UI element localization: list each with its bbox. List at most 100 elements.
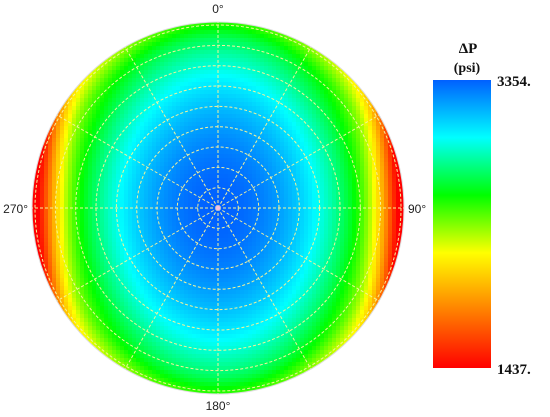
heatmap-cell	[356, 194, 361, 199]
heatmap-cell	[72, 186, 77, 191]
heatmap-cell	[172, 234, 177, 239]
heatmap-cell	[256, 30, 261, 35]
heatmap-cell	[316, 214, 321, 219]
heatmap-cell	[76, 202, 81, 207]
heatmap-cell	[104, 186, 109, 191]
heatmap-cell	[140, 98, 145, 103]
heatmap-cell	[180, 198, 185, 203]
heatmap-cell	[124, 46, 129, 51]
heatmap-cell	[52, 162, 57, 167]
heatmap-cell	[156, 102, 161, 107]
heatmap-cell	[52, 166, 57, 171]
heatmap-cell	[108, 238, 113, 243]
heatmap-cell	[292, 242, 297, 247]
heatmap-cell	[248, 218, 253, 223]
heatmap-cell	[152, 194, 157, 199]
heatmap-cell	[324, 86, 329, 91]
heatmap-cell	[116, 138, 121, 143]
heatmap-cell	[332, 154, 337, 159]
heatmap-cell	[192, 182, 197, 187]
heatmap-cell	[72, 150, 77, 155]
heatmap-cell	[348, 242, 353, 247]
heatmap-cell	[352, 186, 357, 191]
heatmap-cell	[384, 138, 389, 143]
heatmap-cell	[196, 142, 201, 147]
heatmap-cell	[256, 162, 261, 167]
heatmap-cell	[84, 106, 89, 111]
heatmap-cell	[96, 186, 101, 191]
heatmap-cell	[64, 186, 69, 191]
heatmap-cell	[320, 254, 325, 259]
heatmap-cell	[204, 86, 209, 91]
heatmap-cell	[64, 214, 69, 219]
heatmap-cell	[228, 178, 233, 183]
heatmap-cell	[344, 166, 349, 171]
heatmap-cell	[220, 250, 225, 255]
heatmap-cell	[152, 266, 157, 271]
heatmap-cell	[228, 38, 233, 43]
heatmap-cell	[268, 82, 273, 87]
heatmap-cell	[136, 202, 141, 207]
heatmap-cell	[288, 134, 293, 139]
heatmap-cell	[280, 254, 285, 259]
heatmap-cell	[388, 198, 393, 203]
heatmap-cell	[248, 174, 253, 179]
heatmap-cell	[160, 138, 165, 143]
heatmap-cell	[100, 214, 105, 219]
heatmap-cell	[124, 190, 129, 195]
heatmap-cell	[224, 234, 229, 239]
heatmap-cell	[292, 198, 297, 203]
heatmap-cell	[288, 166, 293, 171]
heatmap-cell	[68, 162, 73, 167]
heatmap-cell	[340, 266, 345, 271]
heatmap-cell	[268, 146, 273, 151]
heatmap-cell	[108, 214, 113, 219]
heatmap-cell	[312, 62, 317, 67]
heatmap-cell	[300, 142, 305, 147]
heatmap-cell	[188, 146, 193, 151]
heatmap-cell	[300, 46, 305, 51]
heatmap-cell	[212, 234, 217, 239]
heatmap-cell	[320, 66, 325, 71]
heatmap-cell	[344, 122, 349, 127]
heatmap-cell	[176, 102, 181, 107]
heatmap-cell	[400, 166, 404, 171]
heatmap-cell	[380, 222, 385, 227]
heatmap-cell	[140, 214, 145, 219]
heatmap-cell	[76, 218, 81, 223]
heatmap-cell	[384, 234, 389, 239]
heatmap-cell	[80, 126, 85, 131]
heatmap-cell	[224, 54, 229, 59]
heatmap-cell	[64, 262, 69, 267]
heatmap-cell	[156, 62, 161, 67]
heatmap-cell	[292, 138, 297, 143]
heatmap-cell	[352, 154, 357, 159]
heatmap-cell	[384, 142, 389, 147]
heatmap-cell	[256, 218, 261, 223]
heatmap-cell	[100, 162, 105, 167]
heatmap-cell	[164, 62, 169, 67]
heatmap-cell	[144, 170, 149, 175]
heatmap-cell	[236, 162, 241, 167]
heatmap-cell	[188, 58, 193, 63]
heatmap-cell	[220, 42, 225, 47]
heatmap-cell	[296, 102, 301, 107]
heatmap-cell	[356, 126, 361, 131]
heatmap-cell	[204, 170, 209, 175]
heatmap-cell	[240, 74, 245, 79]
heatmap-cell	[344, 238, 349, 243]
heatmap-cell	[128, 258, 133, 263]
heatmap-cell	[204, 214, 209, 219]
heatmap-cell	[304, 98, 309, 103]
heatmap-cell	[128, 134, 133, 139]
heatmap-cell	[256, 114, 261, 119]
heatmap-cell	[352, 174, 357, 179]
heatmap-cell	[176, 254, 181, 259]
heatmap-cell	[292, 106, 297, 111]
heatmap-cell	[284, 246, 289, 251]
heatmap-cell	[228, 214, 233, 219]
heatmap-cell	[220, 246, 225, 251]
heatmap-cell	[168, 90, 173, 95]
heatmap-cell	[256, 254, 261, 259]
heatmap-cell	[96, 146, 101, 151]
